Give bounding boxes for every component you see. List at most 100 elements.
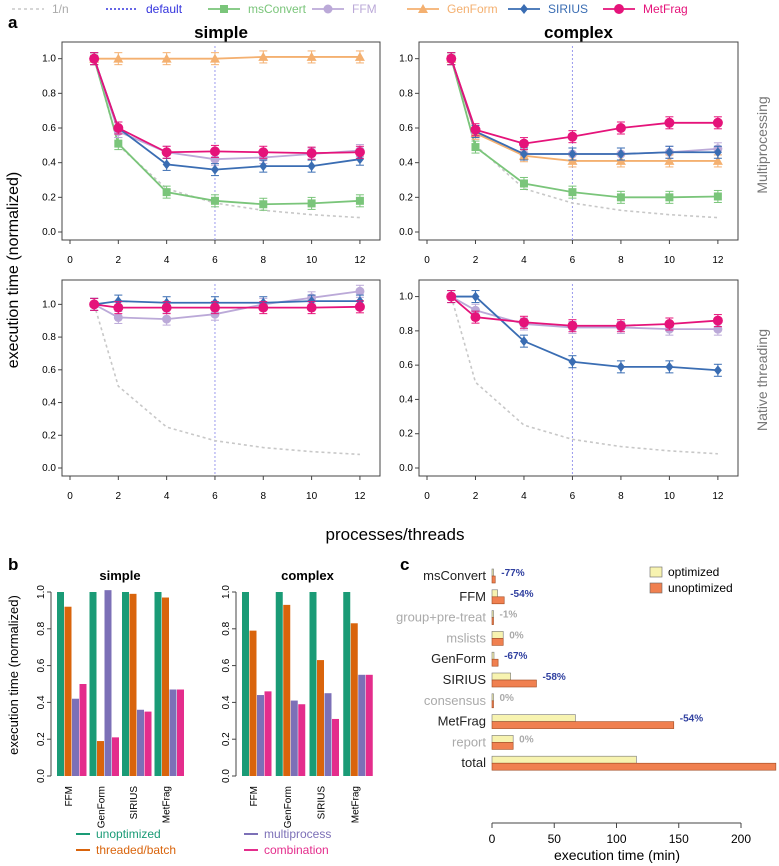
point-sirius [568,356,577,367]
y-tick-label: 0.0 [36,769,47,783]
legend-marker-genform [418,4,428,13]
category-label: SIRIUS [317,786,328,820]
legend-swatch-unoptimized [649,582,663,594]
point-msconvert [307,199,316,208]
point-sirius [665,361,674,372]
point-metfrag [354,147,365,158]
y-tick-label: 0.4 [399,394,413,405]
bar-multiprocess [169,689,177,776]
category-label-report: report [452,734,486,749]
x-tick-label: 4 [164,255,170,266]
bar-unoptimized [491,617,494,625]
x-tick-label: 6 [570,255,576,266]
point-metfrag [567,131,578,142]
legend-label-unoptimized: unoptimized [96,827,161,841]
percent-label: -67% [504,651,527,662]
series-line-msconvert [450,58,718,199]
x-tick-label: 12 [354,255,366,266]
y-tick-label: 0.2 [399,429,413,440]
panel-b-y-axis-title: execution time (normalized) [6,595,21,755]
y-tick-label: 0.4 [36,695,47,709]
y-tick-label: 1.0 [42,54,56,65]
point-metfrag [712,315,723,326]
x-tick-label: 4 [521,255,527,266]
bar-optimized [491,568,494,577]
legend-label-combination: combination [264,843,329,857]
y-tick-label: 0.6 [399,123,413,134]
point-metfrag [89,53,100,64]
legend-label-unoptimized: unoptimized [668,581,733,595]
point-metfrag [306,148,317,159]
y-tick-label: 0.8 [399,326,413,337]
legend-label-genform: GenForm [447,2,498,16]
category-label: FFM [64,786,75,807]
point-sirius [471,291,480,302]
plot-frame [61,279,381,477]
series-line-genform [94,56,360,60]
bar-unoptimized [491,762,777,771]
point-sirius [259,161,268,172]
point-sirius [665,147,674,158]
bar-unoptimized [491,658,499,667]
bar-combination [298,704,306,776]
x-tick-label: 10 [664,491,676,502]
bar-threaded-batch [249,630,257,776]
y-tick-label: 0.0 [42,227,56,238]
point-ffm [113,312,123,322]
y-tick-label: 0.0 [221,769,232,783]
bar-multiprocess [104,590,112,776]
panel-c-x-axis-title: execution time (min) [554,847,680,863]
x-tick-label: 4 [164,491,170,502]
series-line-genform [450,58,718,162]
category-label-GenForm: GenForm [431,651,486,666]
point-sirius [162,159,171,170]
bar-unoptimized [491,575,496,584]
x-tick-label: 4 [521,491,527,502]
y-tick-label: 1.0 [36,585,47,599]
percent-label: 0% [509,630,524,641]
bar-unoptimized [309,592,317,776]
category-label-mslists: mslists [446,630,486,645]
point-ffm [470,305,480,315]
bar-optimized [491,651,495,660]
x-tick-label: 12 [712,491,724,502]
bar-multiprocess [324,693,332,776]
native-threading-simple-plot: 0.0 0.2 0.4 0.6 0.8 1.0 0 2 4 6 8 10 12 [42,279,381,502]
y-tick-label: 1.0 [399,54,413,65]
bar-optimized [491,631,504,639]
multiprocessing-complex-plot: complex 0.0 0.2 0.4 0.6 0.8 1.0 0 2 4 6 8 10 12 [399,23,739,266]
legend-label-default: default [146,2,183,16]
bar-unoptimized [491,700,494,709]
category-label: MetFrag [162,786,173,823]
bar-threaded-batch [317,660,324,776]
point-sirius [568,149,577,159]
point-msconvert [568,188,577,197]
bar-combination [177,689,184,776]
point-ffm [355,286,365,296]
plot-title: complex [544,23,614,42]
bar-combination [264,691,272,776]
point-metfrag [209,302,220,313]
legend-marker-metfrag [614,4,624,14]
category-label-group-pre-treat: group+pre-treat [396,610,486,625]
point-metfrag [89,299,100,310]
bar-unoptimized [491,596,505,605]
x-tick-label: 0 [489,832,496,846]
bar-unoptimized [154,592,162,776]
category-label-FFM: FFM [459,589,486,604]
point-metfrag [518,138,529,149]
x-tick-label: 6 [212,491,218,502]
percent-label: -58% [542,672,565,683]
series-line-msconvert [93,58,360,206]
x-tick-label: 2 [473,255,479,266]
series-line-sirius [451,295,718,372]
point-sirius [713,147,722,158]
y-tick-label: 0.2 [42,430,56,441]
plot-frame [61,41,381,241]
percent-label: -54% [680,714,703,725]
y-tick-label: 0.2 [36,732,47,746]
point-msconvert [471,143,480,152]
y-tick-label: 1.0 [399,292,413,303]
y-tick-label: 0.2 [221,732,232,746]
